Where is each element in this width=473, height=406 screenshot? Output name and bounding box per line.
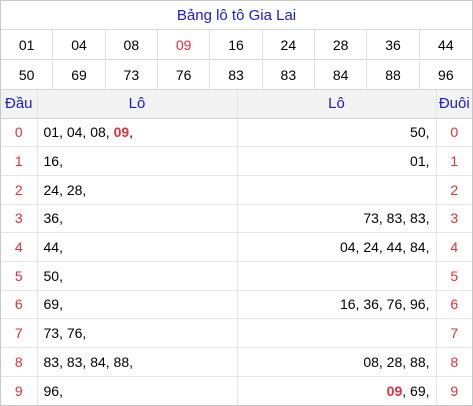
duoi-cell: 8 (436, 347, 472, 377)
header-lo-right: Lô (237, 90, 437, 119)
duoi-cell: 1 (436, 146, 472, 176)
duoi-cell: 5 (436, 261, 472, 291)
dau-cell: 1 (1, 146, 38, 176)
table-title: Bảng lô tô Gia Lai (1, 1, 472, 30)
duoi-cell: 0 (436, 118, 472, 148)
number-cell-highlight: 09 (157, 30, 211, 60)
dau-cell: 8 (1, 347, 38, 377)
lo-values: , 69, (402, 382, 430, 399)
lo-right-cell: 01, (237, 146, 437, 176)
lo-left-cell: 96, (37, 376, 238, 405)
number-cell: 84 (314, 60, 368, 90)
lo-right-cell: 08, 28, 88, (237, 347, 437, 377)
header-dau: Đầu (1, 90, 38, 119)
numbers-grid: 01 04 08 09 16 24 28 36 44 50 69 73 76 8… (1, 30, 472, 90)
header-row: Đầu Lô Lô Đuôi (1, 90, 472, 119)
lo-right-cell (237, 175, 437, 205)
lo-left-cell: 73, 76, (37, 318, 238, 348)
dau-cell: 2 (1, 175, 38, 205)
lo-left-cell: 01, 04, 08, 09, (37, 118, 238, 148)
dau-cell: 3 (1, 204, 38, 234)
table-row: 6 69, 16, 36, 76, 96, 6 (1, 290, 472, 320)
lo-values: 96, (43, 382, 63, 399)
lo-highlight: 09 (386, 382, 403, 399)
table-row: 0 01, 04, 08, 09, 50, 0 (1, 118, 472, 148)
number-cell: 24 (262, 30, 315, 60)
lo-left-cell: 83, 83, 84, 88, (37, 347, 238, 377)
lo-right-cell: 73, 83, 83, (237, 204, 437, 234)
lo-left-cell: 50, (37, 261, 238, 291)
dau-cell: 7 (1, 318, 38, 348)
table-row: 2 24, 28, 2 (1, 175, 472, 205)
number-cell: 73 (105, 60, 158, 90)
lo-values: 44, (43, 239, 63, 256)
number-cell: 88 (367, 60, 420, 90)
number-cell: 08 (105, 30, 158, 60)
lo-values: 73, 76, (43, 325, 87, 342)
lo-values: 01, 04, 08, (43, 124, 114, 141)
lo-values: 50, (410, 124, 430, 141)
duoi-cell: 6 (436, 290, 472, 320)
lo-values: 08, 28, 88, (363, 353, 430, 370)
lo-right-cell (237, 318, 437, 348)
number-cell: 28 (314, 30, 368, 60)
lo-right-cell: 16, 36, 76, 96, (237, 290, 437, 320)
number-cell: 36 (367, 30, 420, 60)
lo-values: 01, (410, 153, 430, 170)
dau-cell: 4 (1, 232, 38, 262)
header-lo-left: Lô (37, 90, 238, 119)
lo-left-cell: 69, (37, 290, 238, 320)
number-cell: 83 (262, 60, 315, 90)
number-cell: 16 (210, 30, 263, 60)
lo-values: 04, 24, 44, 84, (339, 239, 430, 256)
table-row: 7 73, 76, 7 (1, 318, 472, 348)
dau-cell: 5 (1, 261, 38, 291)
number-cell: 76 (157, 60, 211, 90)
lo-right-cell: 09, 69, (237, 376, 437, 405)
lo-values: 16, (43, 153, 63, 170)
lo-values: , (129, 124, 134, 141)
lo-left-cell: 44, (37, 232, 238, 262)
lo-left-cell: 16, (37, 146, 238, 176)
lo-values: 16, 36, 76, 96, (339, 296, 430, 313)
lo-right-cell: 50, (237, 118, 437, 148)
header-duoi: Đuôi (436, 90, 472, 119)
lo-values: 83, 83, 84, 88, (43, 353, 134, 370)
duoi-cell: 3 (436, 204, 472, 234)
lo-left-cell: 24, 28, (37, 175, 238, 205)
number-cell: 83 (210, 60, 263, 90)
lo-values: 36, (43, 210, 63, 227)
duoi-cell: 2 (436, 175, 472, 205)
duoi-cell: 9 (450, 382, 459, 399)
table-row: 9 96, 09, 69, 9 (1, 376, 472, 405)
number-cell: 69 (53, 60, 106, 90)
number-cell: 01 (1, 30, 54, 60)
table-row: 1 16, 01, 1 (1, 146, 472, 176)
lo-values: 24, 28, (43, 181, 87, 198)
duoi-cell: 7 (436, 318, 472, 348)
lo-highlight: 09 (113, 124, 130, 141)
number-cell: 50 (1, 60, 54, 90)
duoi-cell: 4 (436, 232, 472, 262)
lo-right-cell: 04, 24, 44, 84, (237, 232, 437, 262)
dau-cell: 6 (1, 290, 38, 320)
lo-values: 73, 83, 83, (363, 210, 430, 227)
lo-left-cell: 36, (37, 204, 238, 234)
lo-values: 50, (43, 267, 63, 284)
table-row: 8 83, 83, 84, 88, 08, 28, 88, 8 (1, 347, 472, 377)
dau-cell: 0 (1, 118, 38, 148)
number-cell: 44 (419, 30, 472, 60)
number-cell: 96 (419, 60, 472, 90)
table-row: 5 50, 5 (1, 261, 472, 291)
table-row: 4 44, 04, 24, 44, 84, 4 (1, 232, 472, 262)
lo-right-cell (237, 261, 437, 291)
dau-duoi-table: Đầu Lô Lô Đuôi 0 01, 04, 08, 09, 50, 0 1 16, 0… (1, 90, 472, 405)
table-row: 3 36, 73, 83, 83, 3 (1, 204, 472, 234)
dau-cell: 9 (1, 376, 38, 405)
number-cell: 04 (53, 30, 106, 60)
lo-values: 69, (43, 296, 63, 313)
